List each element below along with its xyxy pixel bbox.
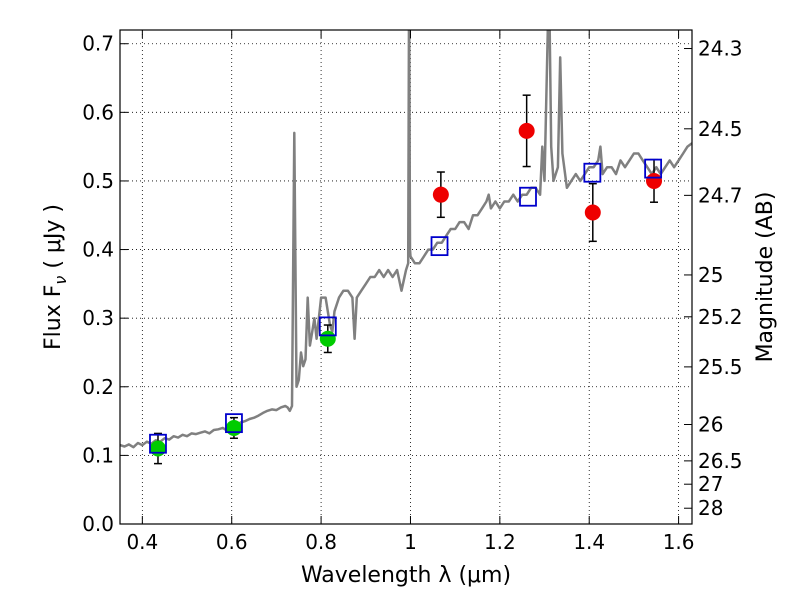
model-photometry-box	[149, 433, 167, 454]
y2-tick-label: 24.7	[698, 183, 743, 207]
x-tick-label: 1	[404, 530, 417, 554]
y2-tick-label: 28	[698, 496, 723, 520]
red-data-point	[432, 186, 449, 203]
data-markers	[149, 122, 663, 457]
y-axis-title-main: Flux F	[41, 285, 66, 350]
model-photometry-box	[318, 316, 337, 337]
x-tick-label: 0.8	[305, 530, 337, 554]
plot-frame	[119, 29, 693, 525]
model-photometry-box	[644, 158, 663, 179]
model-photometry-box	[225, 413, 243, 434]
y2-axis-title: Magnitude (AB)	[753, 192, 778, 363]
y2-tick-label: 26.5	[698, 449, 743, 473]
green-data-point	[225, 419, 242, 436]
green-data-point	[319, 330, 336, 347]
y-axis-title-unit: ( μJy )	[41, 204, 66, 276]
y-tick-label: 0.7	[82, 32, 114, 56]
y2-tick-label: 25.5	[698, 355, 743, 379]
y-tick-label: 0.2	[82, 375, 114, 399]
x-tick-label: 1.4	[573, 530, 605, 554]
model-photometry-box	[430, 236, 449, 257]
y2-tick-label: 27	[698, 472, 723, 496]
red-data-point	[518, 122, 535, 139]
tick-labels: 0.4 0.6 0.8 1 1.2 1.4 1.6 0.0 0.1 0.2 0.3 0.4 0.5 0.6…	[82, 32, 742, 554]
y2-tick-label: 25.2	[698, 305, 743, 329]
x-tick-label: 0.4	[126, 530, 158, 554]
x-tick-label: 1.2	[484, 530, 516, 554]
red-data-point	[646, 172, 663, 189]
y-tick-label: 0.0	[82, 512, 114, 536]
green-data-point	[149, 440, 166, 457]
model-photometry-box	[519, 186, 537, 207]
y2-tick-label: 25	[698, 263, 723, 287]
y2-tick-label: 24.5	[698, 117, 743, 141]
y-tick-label: 0.1	[82, 443, 114, 467]
model-photometry-box	[583, 162, 602, 183]
y2-tick-label: 26	[698, 413, 723, 437]
y-tick-label: 0.5	[82, 169, 114, 193]
axis-ticks	[120, 30, 692, 525]
y-axis-title: Flux Fν ( μJy )	[41, 204, 70, 350]
y-tick-label: 0.4	[82, 238, 114, 262]
x-axis-title: Wavelength λ (μm)	[301, 563, 511, 588]
y-tick-label: 0.3	[82, 306, 114, 330]
x-tick-label: 1.6	[663, 530, 695, 554]
y-axis-title-sub: ν	[51, 276, 70, 285]
red-data-point	[584, 204, 601, 221]
y2-tick-label: 24.3	[698, 37, 743, 61]
y-tick-label: 0.6	[82, 100, 114, 124]
x-tick-label: 0.6	[216, 530, 248, 554]
